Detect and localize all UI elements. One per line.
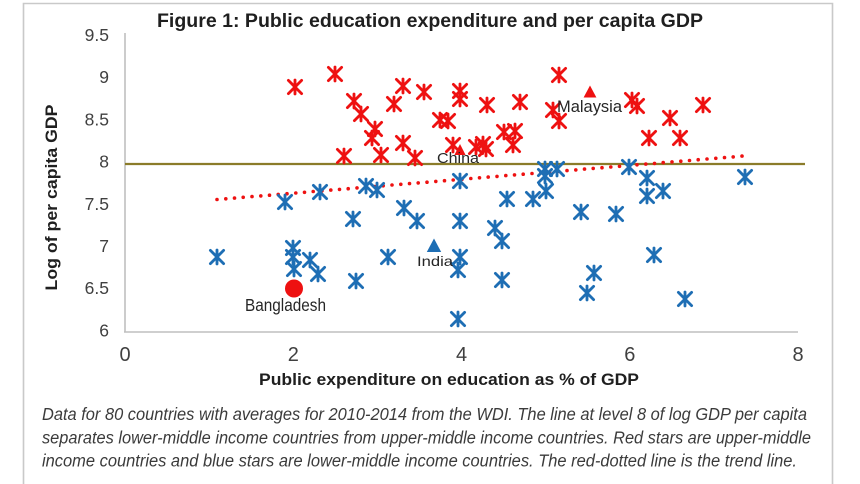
svg-text:4: 4 <box>456 344 467 366</box>
svg-text:6: 6 <box>624 344 635 366</box>
svg-text:7.5: 7.5 <box>85 194 109 214</box>
svg-text:China: China <box>437 151 480 167</box>
svg-text:Public expenditure on educatio: Public expenditure on education as % of … <box>259 371 639 389</box>
svg-text:0: 0 <box>119 344 130 366</box>
svg-text:7: 7 <box>99 236 109 256</box>
svg-text:Data for 80 countries with ave: Data for 80 countries with averages for … <box>42 404 807 424</box>
svg-text:8: 8 <box>792 344 803 366</box>
svg-text:Bangladesh: Bangladesh <box>245 295 326 315</box>
svg-text:income countries and blue star: income countries and blue stars are lowe… <box>42 451 797 471</box>
svg-text:Log of per capita GDP: Log of per capita GDP <box>43 104 61 290</box>
svg-text:8.5: 8.5 <box>85 109 109 129</box>
svg-text:2: 2 <box>288 344 299 366</box>
svg-text:Malaysia: Malaysia <box>557 97 623 116</box>
svg-text:separates lower-middle income: separates lower-middle income countries … <box>42 427 811 447</box>
svg-text:India: India <box>417 253 453 269</box>
svg-text:6: 6 <box>99 320 109 340</box>
svg-text:6.5: 6.5 <box>85 278 109 298</box>
svg-text:9: 9 <box>99 67 109 87</box>
svg-text:8: 8 <box>99 152 109 172</box>
svg-text:9.5: 9.5 <box>85 25 109 45</box>
svg-text:Figure 1: Public education exp: Figure 1: Public education expenditure a… <box>157 11 703 32</box>
